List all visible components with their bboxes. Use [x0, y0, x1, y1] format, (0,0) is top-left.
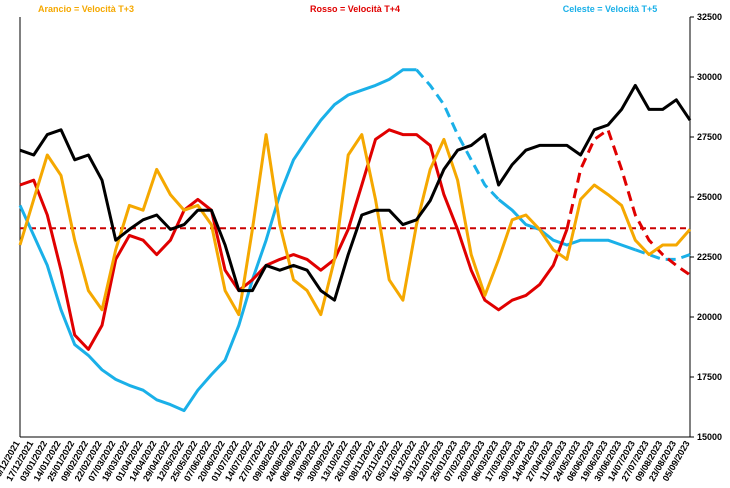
y-tick-label: 27500 [697, 132, 722, 142]
series-line [565, 128, 691, 277]
y-tick-label: 20000 [697, 312, 722, 322]
y-tick-label: 25000 [697, 192, 722, 202]
series-line [19, 128, 569, 351]
series-line [415, 68, 691, 261]
legend-entry: Celeste = Velocità T+5 [563, 4, 658, 14]
y-tick-label: 30000 [697, 72, 722, 82]
y-tick-label: 22500 [697, 252, 722, 262]
series-line [18, 68, 636, 413]
legend-entry: Arancio = Velocità T+3 [38, 4, 134, 14]
legend-entry: Rosso = Velocità T+4 [310, 4, 400, 14]
y-tick-label: 15000 [697, 432, 722, 442]
y-tick-label: 17500 [697, 372, 722, 382]
series-line [19, 83, 692, 302]
y-tick-label: 32500 [697, 12, 722, 22]
series-line [18, 133, 692, 317]
